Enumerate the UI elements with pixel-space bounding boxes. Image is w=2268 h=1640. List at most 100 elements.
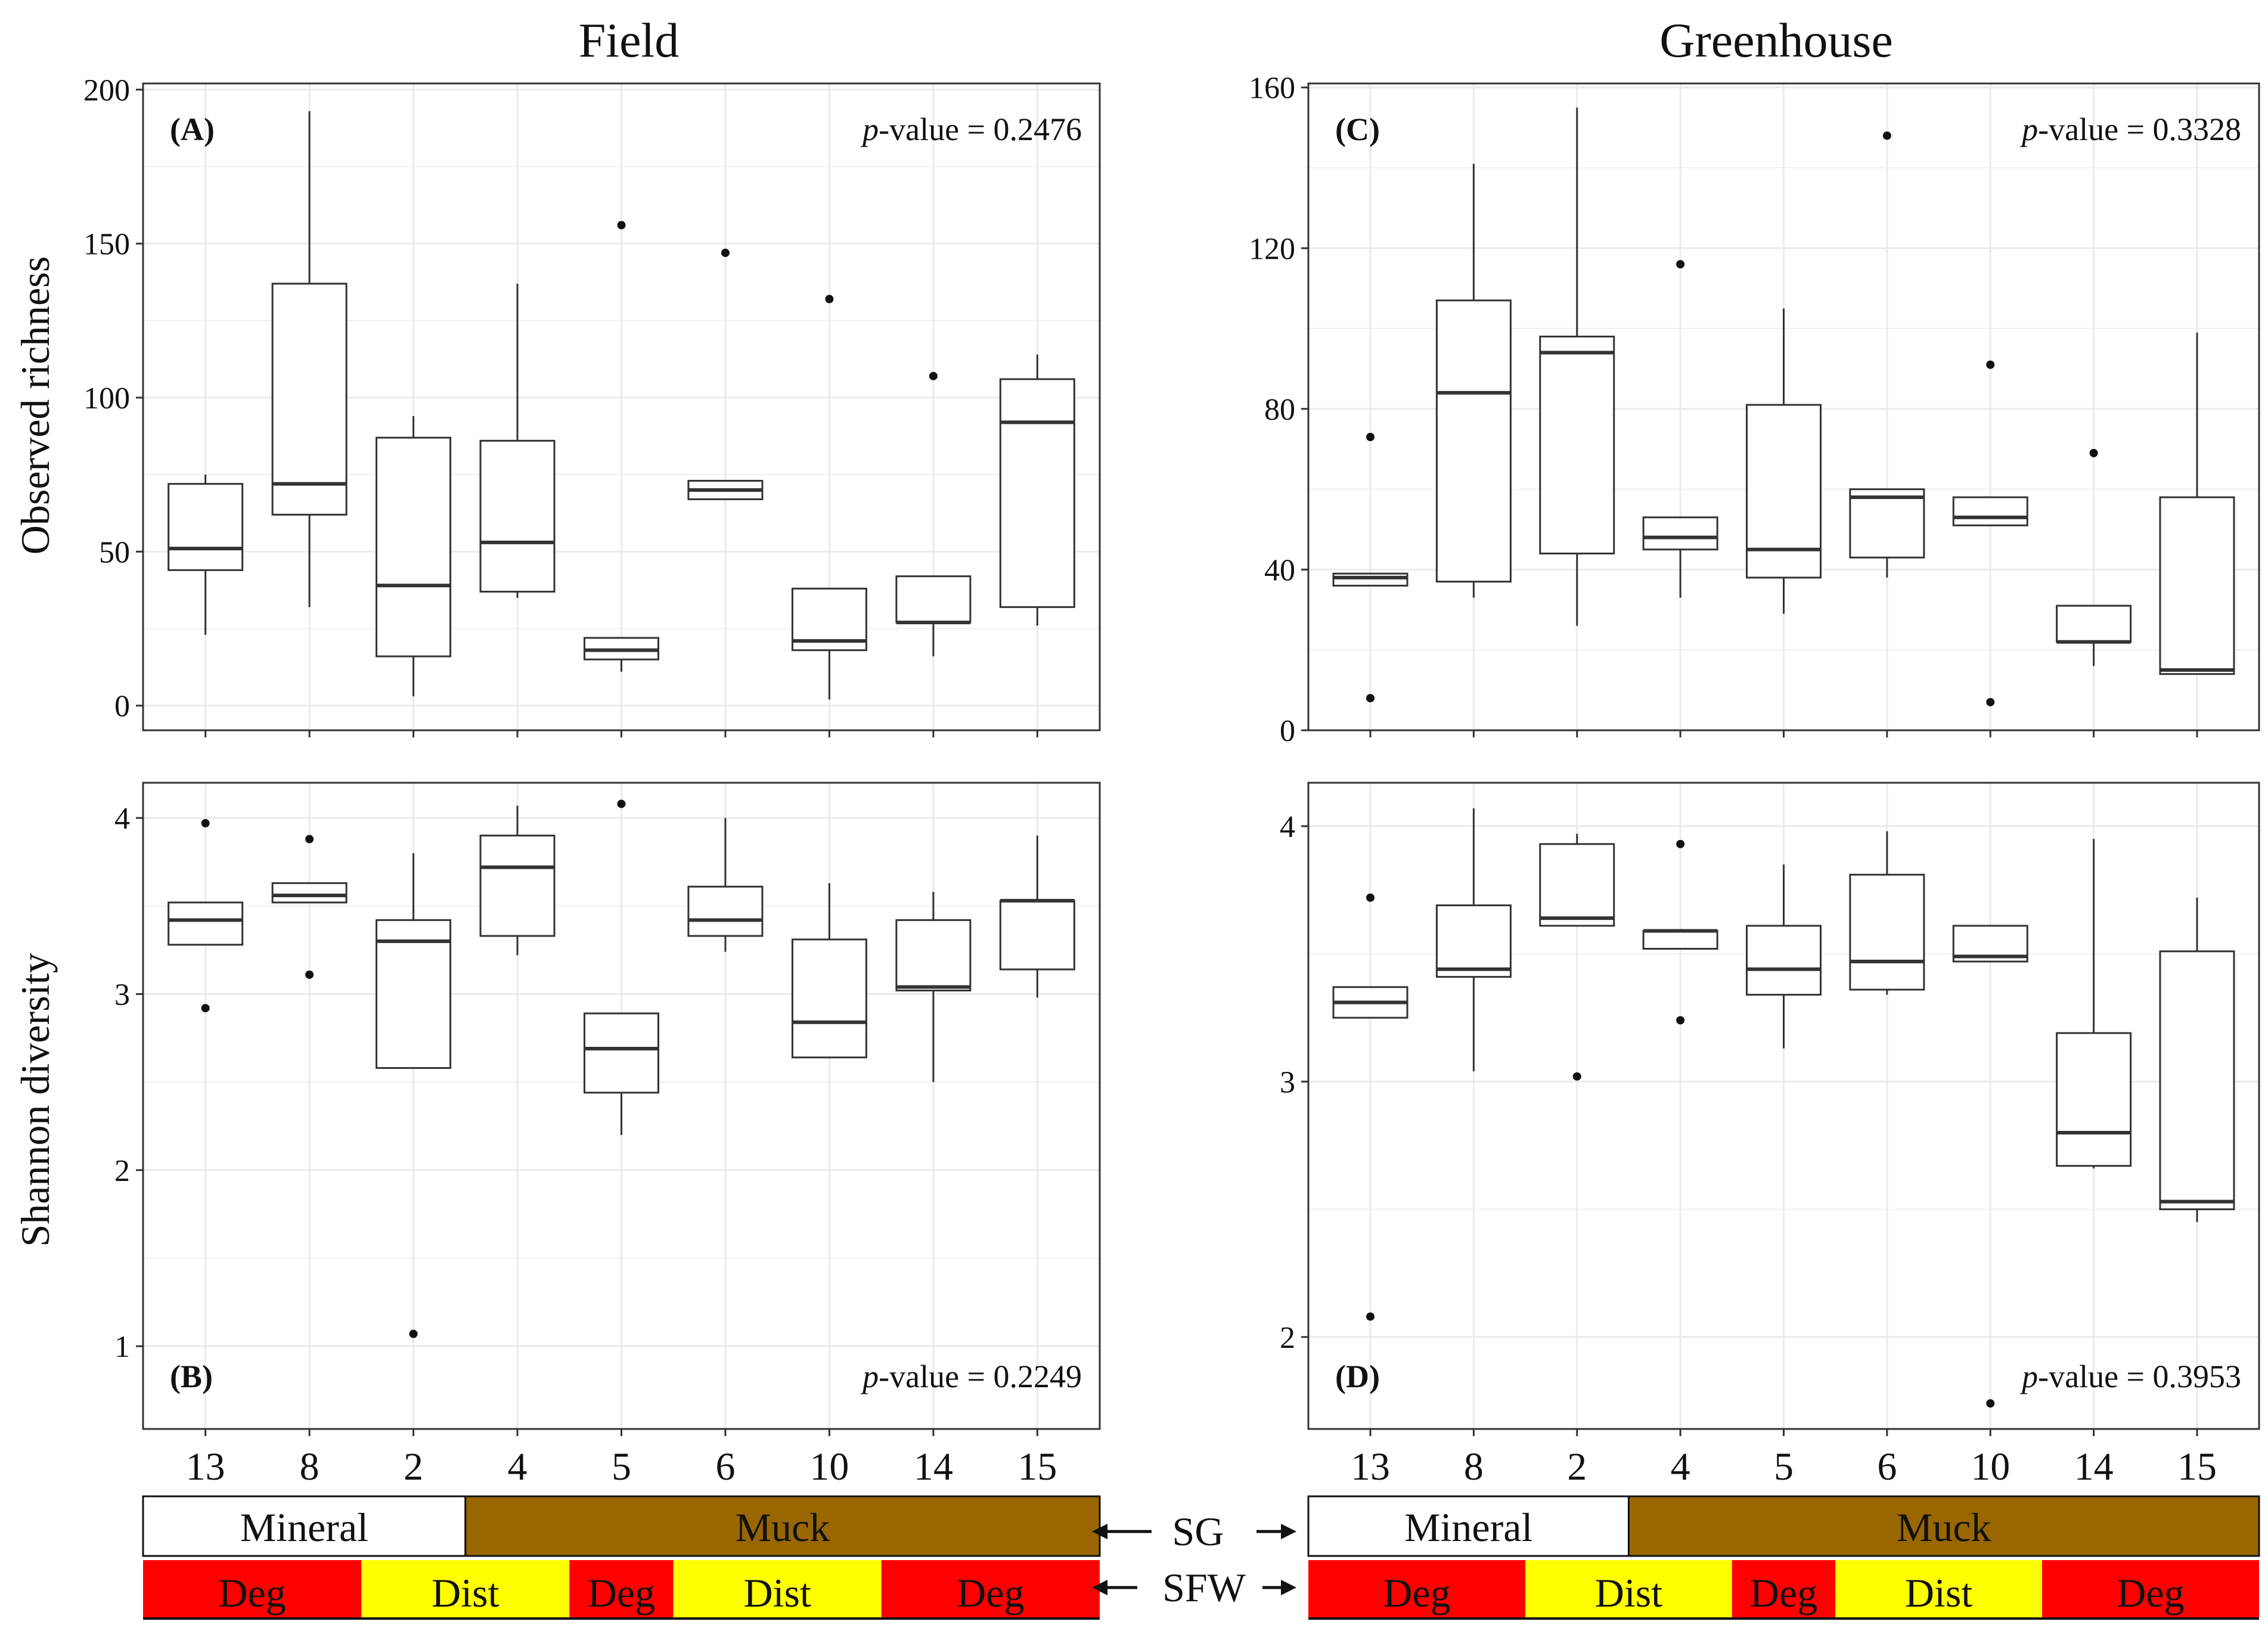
sg-bar: Mineral Muck xyxy=(142,1495,1101,1557)
p-value-italic-p: p xyxy=(2019,111,2038,147)
box-iqr xyxy=(1642,930,1718,950)
box-13 xyxy=(167,475,244,635)
panel-label: (B) xyxy=(170,1359,213,1394)
box-iqr xyxy=(1642,516,1718,551)
box-iqr xyxy=(687,885,764,937)
sfw-bar: Deg Dist Deg Dist Deg xyxy=(143,1560,1100,1620)
box-iqr xyxy=(2159,496,2235,675)
sfw-label: Dist xyxy=(1905,1570,1972,1616)
box-iqr xyxy=(2056,604,2132,643)
box-13 xyxy=(1332,433,1408,703)
box-14 xyxy=(895,371,972,656)
outlier-point xyxy=(1986,360,1995,369)
x-tick-label: 8 xyxy=(1464,1445,1484,1489)
sfw-label: Deg xyxy=(957,1570,1024,1616)
box-5 xyxy=(1746,864,1822,1049)
box-5 xyxy=(1746,308,1822,614)
box-8 xyxy=(1435,163,1512,598)
sfw-label: Dist xyxy=(432,1570,499,1616)
sg-segment-muck xyxy=(1627,1495,2260,1557)
box-15 xyxy=(2159,332,2235,675)
outlier-point xyxy=(1986,697,1995,706)
sfw-segment-deg xyxy=(143,1560,362,1619)
x-tick-label: 14 xyxy=(914,1445,953,1489)
sg-left-arrow-icon xyxy=(1092,1524,1152,1539)
outlier-point xyxy=(305,835,314,844)
box-iqr xyxy=(584,1012,659,1094)
box-iqr xyxy=(895,919,972,992)
box-iqr xyxy=(1539,336,1615,554)
sfw-label: Dist xyxy=(1595,1570,1662,1616)
box-iqr xyxy=(1539,843,1615,927)
y-tick-label: 1 xyxy=(114,1330,130,1364)
box-iqr xyxy=(479,835,556,937)
box-15 xyxy=(2159,897,2235,1222)
panel-label: (A) xyxy=(170,111,215,147)
x-tick-label: 6 xyxy=(1877,1445,1897,1489)
y-tick-label: 4 xyxy=(1280,810,1295,844)
box-8 xyxy=(1435,808,1512,1072)
box-iqr xyxy=(376,919,452,1069)
sfw-segment-deg xyxy=(1308,1560,1526,1619)
sfw-right-arrow-icon xyxy=(1262,1580,1296,1595)
y-axis: 0 40 80 120 160 xyxy=(1249,72,1308,748)
p-value-label: p-value = 0.3328 xyxy=(2019,111,2241,147)
sg-right-arrow-icon xyxy=(1256,1524,1296,1539)
sfw-segment-dist xyxy=(673,1560,882,1619)
box-4 xyxy=(479,283,556,598)
sfw-label: Deg xyxy=(2117,1570,2184,1616)
box-iqr xyxy=(2159,950,2235,1211)
box-iqr xyxy=(1435,299,1512,583)
box-8 xyxy=(271,835,348,979)
sfw-bar: Deg Dist Deg Dist Deg xyxy=(1308,1560,2259,1620)
category-bars-field: Mineral Muck Deg Dist Deg Dist Deg xyxy=(142,1495,1101,1620)
box-iqr xyxy=(1746,404,1822,579)
sg-label-muck: Muck xyxy=(736,1505,830,1550)
box-iqr xyxy=(2056,1032,2132,1167)
box-2 xyxy=(376,853,452,1338)
box-iqr xyxy=(999,378,1075,608)
outlier-point xyxy=(929,371,938,380)
p-value-number: -value = 0.2249 xyxy=(879,1359,1082,1394)
box-10 xyxy=(1952,925,2028,1408)
box-14 xyxy=(2056,839,2132,1168)
sfw-segment-dist xyxy=(361,1560,570,1619)
box-iqr xyxy=(479,439,556,593)
sfw-segment-deg xyxy=(569,1560,674,1619)
box-iqr xyxy=(1952,496,2028,526)
box-14 xyxy=(895,892,972,1083)
p-value-label: p-value = 0.2249 xyxy=(860,1359,1082,1394)
p-value-label: p-value = 0.3953 xyxy=(2019,1359,2241,1394)
box-13 xyxy=(1332,893,1408,1321)
y-tick-label: 50 xyxy=(99,535,130,569)
p-value-label: p-value = 0.2476 xyxy=(860,111,1082,147)
category-bars-greenhouse: Mineral Muck Deg Dist Deg Dist Deg xyxy=(1307,1495,2260,1620)
box-2 xyxy=(1539,833,1615,1081)
y-axis-title-shannon-diversity: Shannon diversity xyxy=(13,953,58,1247)
box-5 xyxy=(584,221,659,672)
x-tick-label: 10 xyxy=(1971,1445,2010,1489)
panel-a-field-richness: 0 50 100 150 200 (A) p-value = 0.2476 xyxy=(83,73,1101,737)
panel-c-greenhouse-richness: 0 40 80 120 160 (C) p-value = 0.3328 xyxy=(1249,72,2260,748)
column-title-field: Field xyxy=(579,13,680,67)
panel-label: (C) xyxy=(1335,111,1380,147)
x-tick-label: 6 xyxy=(715,1445,735,1489)
y-axis-title-observed-richness: Observed richness xyxy=(13,256,58,554)
outlier-point xyxy=(1366,1312,1375,1321)
column-title-greenhouse: Greenhouse xyxy=(1659,13,1893,67)
bar-row-labels: SG SFW xyxy=(1092,1509,1296,1610)
box-15 xyxy=(999,354,1075,626)
sfw-label: Dist xyxy=(744,1570,811,1616)
x-tick-label: 4 xyxy=(508,1445,528,1489)
box-6 xyxy=(1849,831,1925,995)
y-tick-label: 200 xyxy=(83,73,130,107)
box-6 xyxy=(687,249,764,500)
sfw-label: Deg xyxy=(588,1570,655,1616)
x-tick-label: 4 xyxy=(1671,1445,1690,1489)
x-tick-label: 14 xyxy=(2074,1445,2114,1489)
outlier-point xyxy=(1986,1399,1995,1408)
p-value-number: -value = 0.3953 xyxy=(2038,1359,2241,1394)
x-tick-label: 8 xyxy=(300,1445,319,1489)
y-tick-label: 3 xyxy=(114,978,130,1012)
